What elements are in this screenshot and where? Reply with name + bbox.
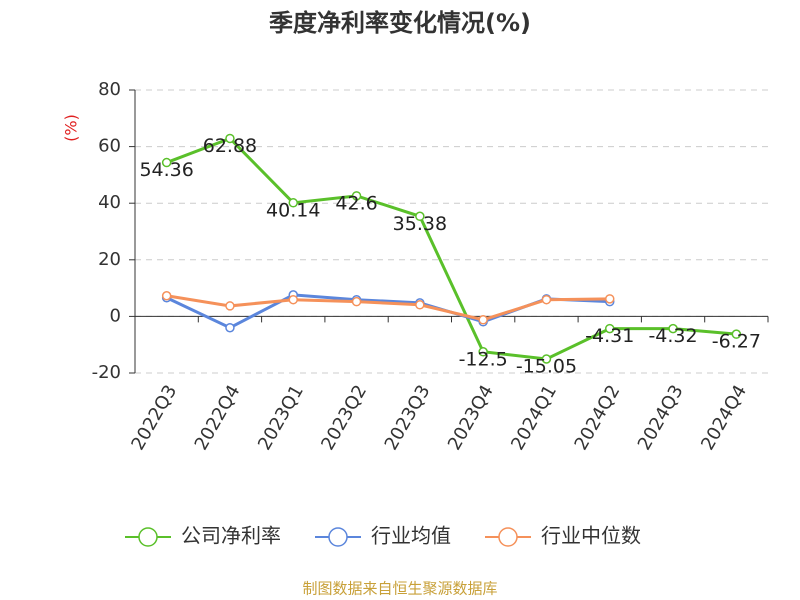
series-line <box>166 294 610 322</box>
point <box>541 354 552 364</box>
data-label: -12.5 <box>459 348 508 370</box>
point <box>225 133 235 144</box>
data-label: 62.88 <box>203 135 257 157</box>
point <box>731 329 742 339</box>
data-label: 42.6 <box>335 192 377 214</box>
point <box>288 294 298 305</box>
legend-label: 行业中位数 <box>541 524 641 548</box>
legend-marker <box>328 527 348 547</box>
point <box>605 323 615 334</box>
data-label: -4.32 <box>648 325 697 347</box>
point <box>478 315 488 325</box>
point <box>161 157 172 168</box>
data-label: 40.14 <box>266 199 320 221</box>
point <box>351 191 362 201</box>
point <box>288 198 298 208</box>
x-tick-label: 2024Q4 <box>697 382 751 454</box>
point <box>478 347 488 357</box>
point <box>351 296 362 307</box>
x-tick-label: 2024Q1 <box>507 382 561 454</box>
point <box>668 323 678 334</box>
point <box>415 300 425 310</box>
point <box>415 211 425 222</box>
data-label: -4.31 <box>585 325 634 347</box>
x-tick-label: 2024Q3 <box>634 382 688 454</box>
x-tick-label: 2022Q3 <box>127 382 181 454</box>
point <box>161 290 172 301</box>
point <box>225 322 235 333</box>
data-label: -15.05 <box>516 355 577 377</box>
y-tick-label: 0 <box>110 305 121 326</box>
point <box>605 294 615 304</box>
point <box>541 294 552 305</box>
x-tick-label: 2023Q3 <box>381 382 435 454</box>
source-note: 制图数据来自恒生聚源数据库 <box>302 580 497 598</box>
y-axis-label: (%) <box>62 114 81 142</box>
legend-label: 公司净利率 <box>181 524 281 548</box>
x-tick-label: 2023Q1 <box>254 382 308 454</box>
legend-marker <box>138 527 158 547</box>
y-tick-label: 20 <box>98 249 121 270</box>
y-tick-label: 60 <box>98 136 121 157</box>
y-tick-label: 40 <box>98 192 121 213</box>
legend-marker <box>498 527 518 547</box>
data-label: -6.27 <box>712 331 761 353</box>
legend-label: 行业均值 <box>371 524 451 548</box>
x-tick-label: 2023Q2 <box>317 382 371 454</box>
y-tick-label: -20 <box>92 362 121 383</box>
x-tick-label: 2022Q4 <box>191 382 245 454</box>
data-label: 35.38 <box>393 213 447 235</box>
chart-title: 季度净利率变化情况(%) <box>269 9 531 37</box>
data-label: 54.36 <box>139 159 193 181</box>
point <box>225 301 235 311</box>
series-line <box>166 136 737 361</box>
x-tick-label: 2023Q4 <box>444 382 498 454</box>
x-tick-label: 2024Q2 <box>571 382 625 454</box>
y-tick-label: 80 <box>98 79 121 100</box>
